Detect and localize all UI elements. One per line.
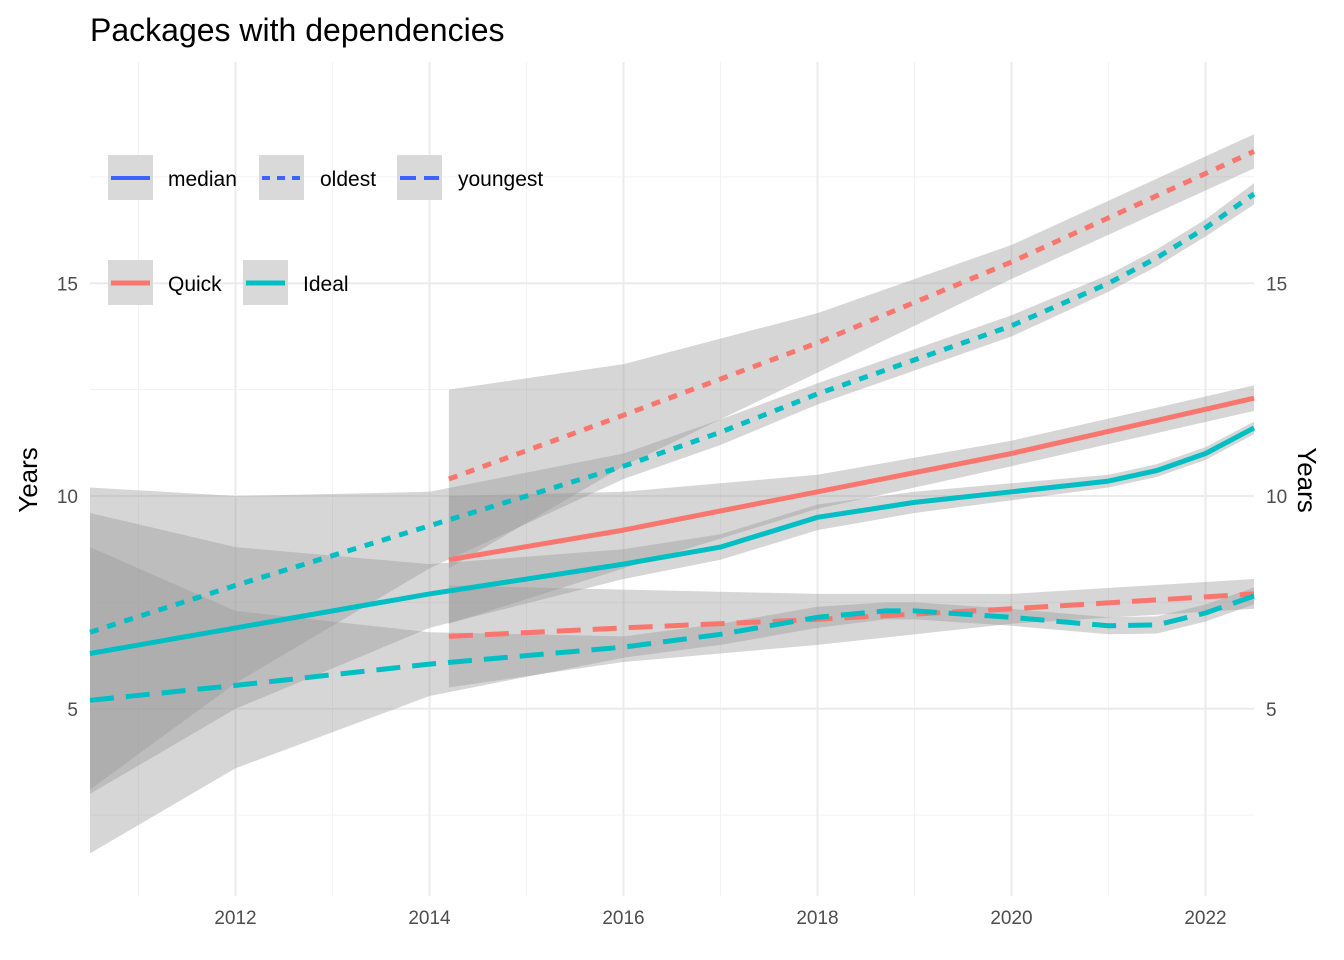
y-tick-label-left: 10 (57, 487, 78, 508)
confidence-band (448, 579, 1254, 688)
x-tick-label: 2022 (1184, 908, 1226, 929)
legend-color: Quick Ideal (108, 260, 349, 305)
series-line (448, 149, 1256, 482)
series-line (89, 593, 1255, 703)
chart-title: Packages with dependencies (90, 12, 505, 48)
confidence-band (90, 183, 1254, 790)
y-tick-label-right: 5 (1266, 700, 1277, 721)
series-lines (89, 149, 1256, 703)
x-tick-label: 2014 (408, 908, 451, 929)
y-tick-label-right: 15 (1266, 274, 1287, 295)
x-tick-label: 2012 (214, 908, 256, 929)
x-tick-label: 2018 (796, 908, 838, 929)
confidence-band (90, 421, 1254, 794)
x-tick-label: 2016 (602, 908, 644, 929)
legend-label: Quick (168, 273, 222, 296)
y-tick-label-left: 15 (57, 274, 78, 295)
confidence-band (90, 547, 1254, 854)
y-axis-ticks: 5 5 10 10 15 15 (57, 274, 1287, 721)
y-axis-title-right: Years (1292, 447, 1322, 513)
legend-linetype: median oldest youngest (108, 155, 543, 200)
series-line (448, 395, 1255, 563)
legend-label: oldest (320, 168, 376, 191)
legend-label: youngest (458, 168, 543, 191)
y-tick-label-left: 5 (67, 700, 78, 721)
x-axis-ticks: 2012 2014 2016 2018 2020 2022 (214, 908, 1226, 929)
series-line (89, 425, 1256, 656)
legend-label: median (168, 168, 237, 191)
legend-label: Ideal (303, 273, 349, 296)
y-axis-title-left: Years (13, 447, 43, 513)
y-tick-label-right: 10 (1266, 487, 1287, 508)
x-tick-label: 2020 (990, 908, 1032, 929)
series-line (89, 191, 1256, 635)
confidence-bands (90, 134, 1254, 854)
